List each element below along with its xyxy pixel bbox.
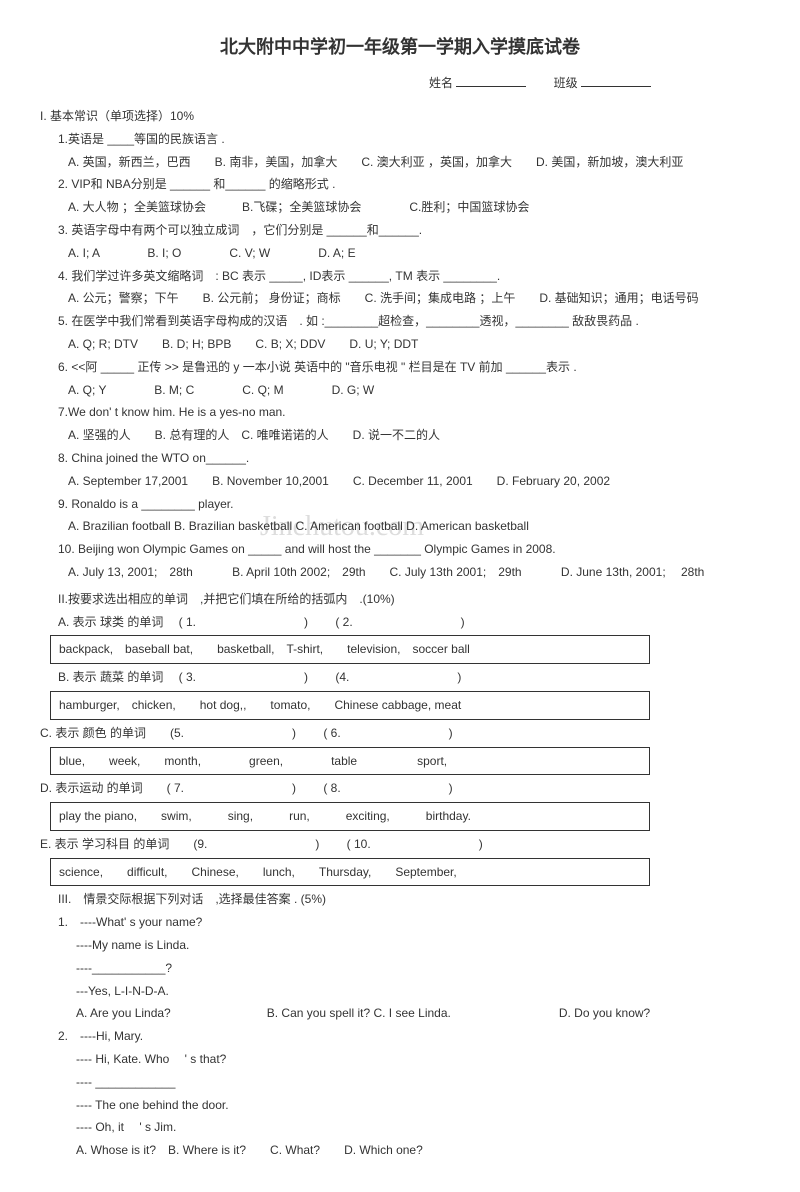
s3q2-4: ---- The one behind the door. <box>40 1094 760 1117</box>
section3-head: III. 情景交际根据下列对话 ,选择最佳答案 . (5%) <box>40 888 760 911</box>
q6: 6. <<阿 _____ 正传 >> 是鲁迅的 y 一本小说 英语中的 "音乐电… <box>40 356 760 379</box>
s3q1-4: ---Yes, L-I-N-D-A. <box>40 980 760 1003</box>
s3q2-1: 2. ----Hi, Mary. <box>40 1025 760 1048</box>
boxD: play the piano, swim, sing, run, excitin… <box>50 802 650 831</box>
class-label: 班级 <box>554 76 578 90</box>
catA: A. 表示 球类 的单词 ( 1. ) ( 2. ) <box>40 611 760 634</box>
catD: D. 表示运动 的单词 ( 7. ) ( 8. ) <box>40 777 760 800</box>
q3-opts: A. I; A B. I; O C. V; W D. A; E <box>40 242 760 265</box>
catE: E. 表示 学习科目 的单词 (9. ) ( 10. ) <box>40 833 760 856</box>
q4: 4. 我们学过许多英文缩略词 : BC 表示 _____, ID表示 _____… <box>40 265 760 288</box>
page-title: 北大附中中学初一年级第一学期入学摸底试卷 <box>40 30 760 64</box>
q2-opts: A. 大人物 ；全美篮球协会 B.飞碟；全美篮球协会 C.胜利；中国篮球协会 <box>40 196 760 219</box>
q8: 8. China joined the WTO on______. <box>40 447 760 470</box>
s3q1-opts: A. Are you Linda? B. Can you spell it? C… <box>40 1002 760 1025</box>
boxE: science, difficult, Chinese, lunch, Thur… <box>50 858 650 887</box>
q9-opts: A. Brazilian football B. Brazilian baske… <box>40 515 760 538</box>
catB: B. 表示 蔬菜 的单词 ( 3. ) (4. ) <box>40 666 760 689</box>
q1-opts: A. 英国，新西兰，巴西 B. 南非，美国，加拿大 C. 澳大利亚 ，英国，加拿… <box>40 151 760 174</box>
q6-opts: A. Q; Y B. M; C C. Q; M D. G; W <box>40 379 760 402</box>
q3: 3. 英语字母中有两个可以独立成词 ，它们分别是 ______和______. <box>40 219 760 242</box>
s3q2-3: ---- ____________ <box>40 1071 760 1094</box>
s3q2-2: ---- Hi, Kate. Who ' s that? <box>40 1048 760 1071</box>
section2-head: II.按要求选出相应的单词 ,并把它们填在所给的括弧内 .(10%) <box>40 588 760 611</box>
catC: C. 表示 颜色 的单词 (5. ) ( 6. ) <box>40 722 760 745</box>
q2: 2. VIP和 NBA分别是 ______ 和______ 的缩略形式 . <box>40 173 760 196</box>
boxA: backpack, baseball bat, basketball, T-sh… <box>50 635 650 664</box>
boxC: blue, week, month, green, table sport, <box>50 747 650 776</box>
q9: 9. Ronaldo is a ________ player. <box>40 493 760 516</box>
s3q1-1: 1. ----What' s your name? <box>40 911 760 934</box>
q10: 10. Beijing won Olympic Games on _____ a… <box>40 538 760 561</box>
q5: 5. 在医学中我们常看到英语字母构成的汉语 . 如 :________超检查，_… <box>40 310 760 333</box>
section1-head: I. 基本常识（单项选择）10% <box>40 105 760 128</box>
q5-opts: A. Q; R; DTV B. D; H; BPB C. B; X; DDV D… <box>40 333 760 356</box>
q1: 1.英语是 ____等国的民族语言 . <box>40 128 760 151</box>
name-class-line: 姓名 班级 <box>40 72 760 95</box>
q7: 7.We don' t know him. He is a yes-no man… <box>40 401 760 424</box>
s3q1-3: ----___________? <box>40 957 760 980</box>
class-blank <box>581 73 651 87</box>
q4-opts: A. 公元；警察；下午 B. 公元前； 身份证；商标 C. 洗手间；集成电路 ；… <box>40 287 760 310</box>
s3q2-opts: A. Whose is it? B. Where is it? C. What?… <box>40 1139 760 1162</box>
name-blank <box>456 73 526 87</box>
s3q1-2: ----My name is Linda. <box>40 934 760 957</box>
q7-opts: A. 坚强的人 B. 总有理的人 C. 唯唯诺诺的人 D. 说一不二的人 <box>40 424 760 447</box>
s3q2-5: ---- Oh, it ' s Jim. <box>40 1116 760 1139</box>
name-label: 姓名 <box>429 76 453 90</box>
q10-opts: A. July 13, 2001; 28th B. April 10th 200… <box>40 561 760 584</box>
q8-opts: A. September 17,2001 B. November 10,2001… <box>40 470 760 493</box>
boxB: hamburger, chicken, hot dog,, tomato, Ch… <box>50 691 650 720</box>
